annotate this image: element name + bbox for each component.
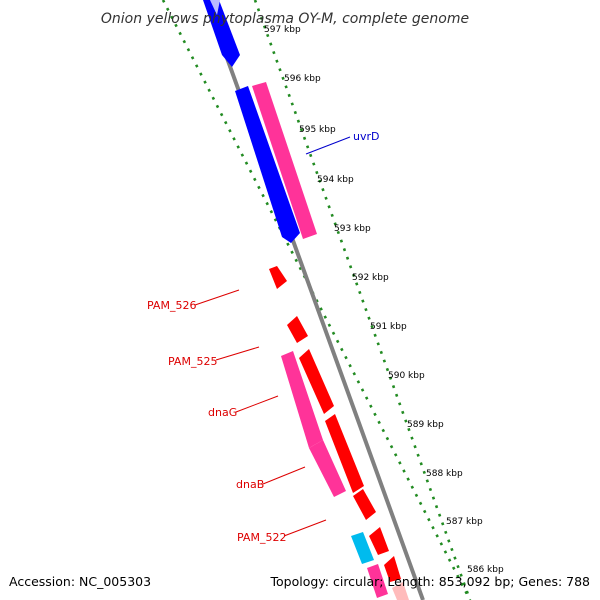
forward-cds — [203, 0, 240, 67]
tick-label: 589 kbp — [407, 420, 444, 430]
PAM_526-connector — [194, 289, 240, 306]
reverse-cds — [369, 527, 389, 555]
tick-label: 594 kbp — [317, 175, 354, 185]
genome-summary: Topology: circular; Length: 853,092 bp; … — [270, 574, 591, 589]
tick-label: 595 kbp — [299, 125, 336, 135]
reverse-cds — [392, 582, 409, 600]
gene-label-PAM_525: PAM_525 — [168, 355, 217, 368]
gene-feature — [309, 440, 346, 497]
tick-label: 593 kbp — [334, 224, 371, 234]
gene-feature — [367, 564, 388, 598]
gene-feature — [252, 82, 317, 239]
reverse-cds — [353, 489, 376, 520]
accession-label: Accession: NC_005303 — [9, 574, 151, 589]
tick-label: 596 kbp — [284, 74, 321, 84]
tick-ring-inner — [253, 0, 472, 600]
tick-label: 588 kbp — [426, 469, 463, 479]
gene-features — [252, 82, 388, 598]
tick-label: 592 kbp — [352, 273, 389, 283]
dnaG-connector — [235, 395, 279, 413]
PAM_522-connector — [283, 519, 327, 537]
label-connectors — [194, 136, 351, 537]
reverse-cds — [287, 316, 308, 343]
uvrD-connector — [305, 136, 351, 155]
tick-label: 591 kbp — [370, 322, 407, 332]
gene-label-PAM_522: PAM_522 — [237, 531, 286, 544]
forward-cds — [235, 86, 300, 243]
tick-label: 590 kbp — [388, 371, 425, 381]
forward-cds — [210, 0, 220, 15]
reverse-cds — [384, 556, 401, 582]
gene-label-dnaB: dnaB — [236, 478, 264, 491]
forward-features — [203, 0, 300, 243]
reverse-cds — [269, 266, 287, 289]
tick-label: 587 kbp — [446, 517, 483, 527]
other-feature — [351, 532, 374, 564]
gene-label-dnaG: dnaG — [208, 406, 237, 419]
tick-label: 586 kbp — [467, 565, 504, 575]
tick-label: 597 kbp — [264, 25, 301, 35]
gene-label-uvrD: uvrD — [353, 130, 379, 143]
reverse-cds — [299, 349, 334, 414]
gene-feature — [281, 351, 323, 448]
gene-label-PAM_526: PAM_526 — [147, 299, 196, 312]
PAM_525-connector — [215, 346, 260, 361]
map-title: Onion yellows phytoplasma OY-M, complete… — [101, 11, 469, 27]
dnaB-connector — [262, 466, 306, 485]
reverse-cds — [325, 414, 364, 493]
reverse-features — [269, 266, 409, 600]
